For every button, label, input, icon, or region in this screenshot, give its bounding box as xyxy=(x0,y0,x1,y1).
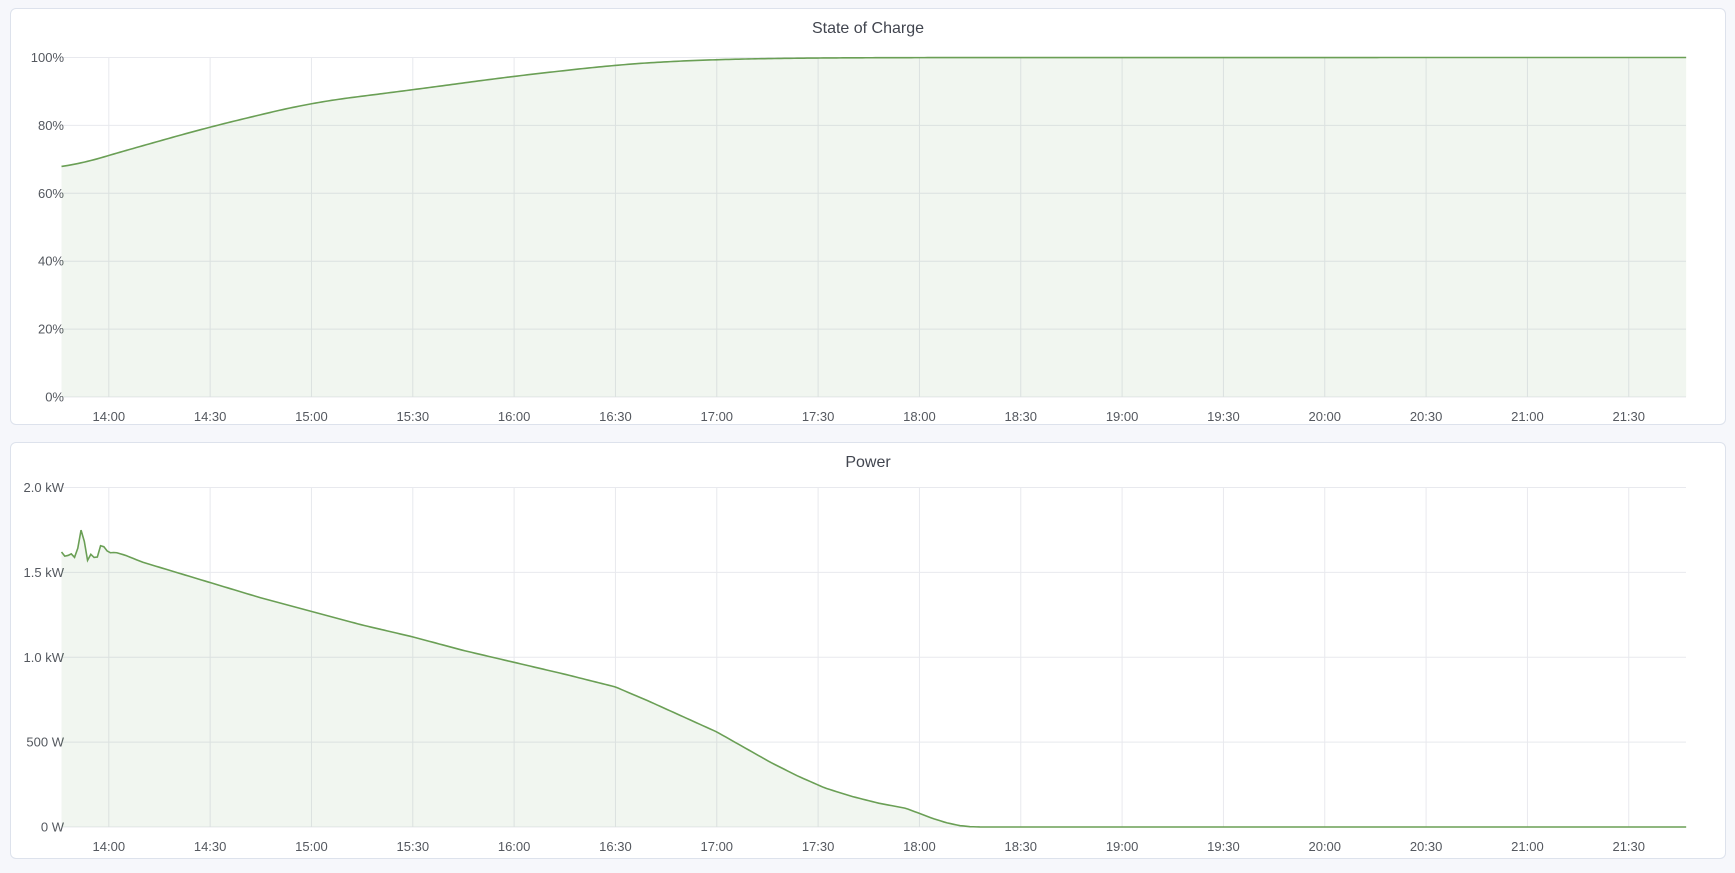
svg-text:15:00: 15:00 xyxy=(295,839,328,854)
svg-text:20:00: 20:00 xyxy=(1308,409,1341,424)
svg-text:17:00: 17:00 xyxy=(701,409,734,424)
svg-text:20:30: 20:30 xyxy=(1410,409,1443,424)
svg-text:18:30: 18:30 xyxy=(1004,409,1037,424)
svg-text:20%: 20% xyxy=(38,322,64,337)
svg-text:18:00: 18:00 xyxy=(903,839,936,854)
svg-text:100%: 100% xyxy=(31,50,65,65)
svg-text:19:30: 19:30 xyxy=(1207,409,1240,424)
svg-text:19:00: 19:00 xyxy=(1106,409,1139,424)
svg-text:500 W: 500 W xyxy=(26,735,64,750)
svg-text:18:00: 18:00 xyxy=(903,409,936,424)
svg-text:15:00: 15:00 xyxy=(295,409,328,424)
svg-text:60%: 60% xyxy=(38,186,64,201)
svg-text:21:30: 21:30 xyxy=(1612,409,1645,424)
svg-text:19:00: 19:00 xyxy=(1106,839,1139,854)
svg-text:21:30: 21:30 xyxy=(1612,839,1645,854)
svg-text:14:30: 14:30 xyxy=(194,839,227,854)
svg-text:17:30: 17:30 xyxy=(802,839,835,854)
svg-text:40%: 40% xyxy=(38,254,64,269)
svg-text:21:00: 21:00 xyxy=(1511,839,1544,854)
svg-text:16:00: 16:00 xyxy=(498,409,531,424)
svg-text:20:30: 20:30 xyxy=(1410,839,1443,854)
svg-text:80%: 80% xyxy=(38,118,64,133)
svg-text:17:30: 17:30 xyxy=(802,409,835,424)
svg-text:1.0 kW: 1.0 kW xyxy=(24,650,65,665)
svg-text:14:00: 14:00 xyxy=(93,839,126,854)
svg-text:16:30: 16:30 xyxy=(599,839,632,854)
svg-text:14:30: 14:30 xyxy=(194,409,227,424)
svg-text:1.5 kW: 1.5 kW xyxy=(24,565,65,580)
svg-text:2.0 kW: 2.0 kW xyxy=(24,480,65,495)
svg-text:19:30: 19:30 xyxy=(1207,839,1240,854)
svg-text:15:30: 15:30 xyxy=(397,409,430,424)
svg-text:16:00: 16:00 xyxy=(498,839,531,854)
svg-text:0 W: 0 W xyxy=(41,820,65,835)
svg-text:18:30: 18:30 xyxy=(1004,839,1037,854)
svg-text:17:00: 17:00 xyxy=(701,839,734,854)
svg-text:21:00: 21:00 xyxy=(1511,409,1544,424)
svg-text:14:00: 14:00 xyxy=(93,409,126,424)
svg-text:16:30: 16:30 xyxy=(599,409,632,424)
svg-text:20:00: 20:00 xyxy=(1308,839,1341,854)
svg-text:15:30: 15:30 xyxy=(397,839,430,854)
